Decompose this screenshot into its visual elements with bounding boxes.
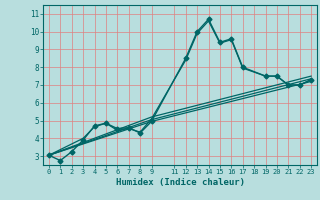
- X-axis label: Humidex (Indice chaleur): Humidex (Indice chaleur): [116, 178, 244, 187]
